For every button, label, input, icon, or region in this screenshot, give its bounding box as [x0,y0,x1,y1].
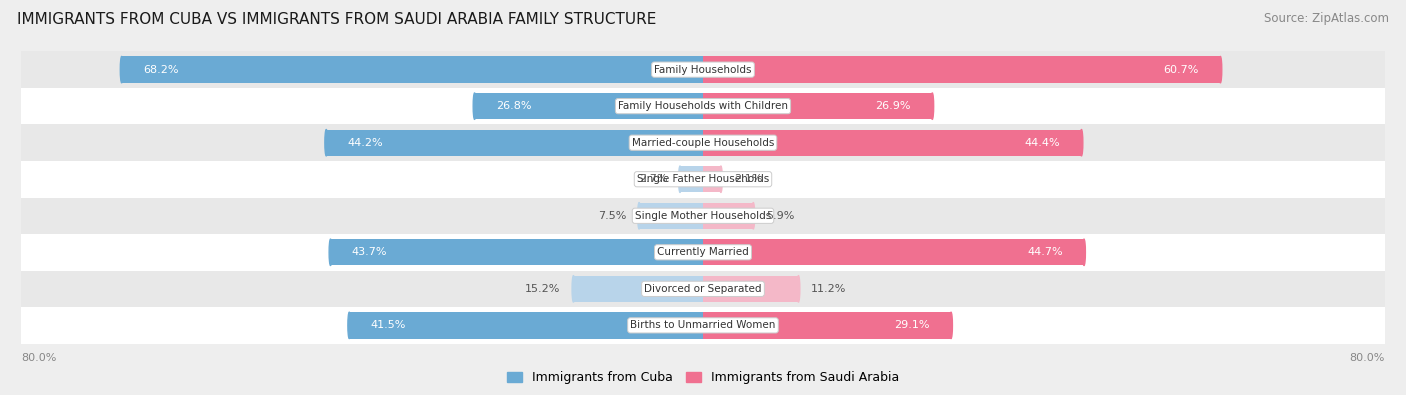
Bar [349,312,703,339]
Text: 5.9%: 5.9% [766,211,794,221]
Text: 44.7%: 44.7% [1026,247,1063,257]
Bar [703,166,721,192]
Ellipse shape [949,312,952,339]
Text: Single Mother Households: Single Mother Households [636,211,770,221]
Ellipse shape [347,312,350,339]
Ellipse shape [329,239,332,265]
Text: 43.7%: 43.7% [352,247,387,257]
Bar [574,276,703,302]
Ellipse shape [752,203,755,229]
Bar [122,56,703,83]
Ellipse shape [638,203,641,229]
Text: Currently Married: Currently Married [657,247,749,257]
Text: 80.0%: 80.0% [1350,352,1385,363]
Bar [703,130,1081,156]
Bar [703,93,932,119]
Text: Family Households: Family Households [654,65,752,75]
Bar [21,161,1385,198]
Bar [475,93,703,119]
Text: 2.1%: 2.1% [734,174,762,184]
Bar [21,271,1385,307]
Text: 68.2%: 68.2% [143,65,179,75]
Bar [703,203,754,229]
Text: Married-couple Households: Married-couple Households [631,138,775,148]
Bar [21,307,1385,344]
Bar [21,198,1385,234]
Text: 7.5%: 7.5% [598,211,626,221]
Bar [21,124,1385,161]
Text: 29.1%: 29.1% [894,320,929,330]
Ellipse shape [720,166,723,192]
Ellipse shape [474,93,477,119]
Ellipse shape [325,130,328,156]
Bar [326,130,703,156]
Ellipse shape [572,276,575,302]
Bar [21,234,1385,271]
Ellipse shape [1219,56,1222,83]
Text: 2.7%: 2.7% [638,174,668,184]
Bar [640,203,703,229]
Text: 60.7%: 60.7% [1164,65,1199,75]
Text: 80.0%: 80.0% [21,352,56,363]
Ellipse shape [121,56,124,83]
Bar [21,51,1385,88]
Text: 41.5%: 41.5% [371,320,406,330]
Text: 44.4%: 44.4% [1025,138,1060,148]
Bar [703,239,1084,265]
Text: Divorced or Separated: Divorced or Separated [644,284,762,294]
Bar [330,239,703,265]
Text: Family Households with Children: Family Households with Children [619,101,787,111]
Ellipse shape [931,93,934,119]
Text: 15.2%: 15.2% [526,284,561,294]
Ellipse shape [1083,239,1085,265]
Text: 26.9%: 26.9% [876,101,911,111]
Ellipse shape [797,276,800,302]
Text: Single Father Households: Single Father Households [637,174,769,184]
Ellipse shape [1080,130,1083,156]
Bar [703,56,1220,83]
Text: 44.2%: 44.2% [347,138,384,148]
Bar [703,276,799,302]
Text: 11.2%: 11.2% [811,284,846,294]
Bar [681,166,703,192]
Text: 26.8%: 26.8% [496,101,531,111]
Text: IMMIGRANTS FROM CUBA VS IMMIGRANTS FROM SAUDI ARABIA FAMILY STRUCTURE: IMMIGRANTS FROM CUBA VS IMMIGRANTS FROM … [17,12,657,27]
Text: Births to Unmarried Women: Births to Unmarried Women [630,320,776,330]
Text: Source: ZipAtlas.com: Source: ZipAtlas.com [1264,12,1389,25]
Bar [21,88,1385,124]
Bar [703,312,950,339]
Ellipse shape [679,166,682,192]
Legend: Immigrants from Cuba, Immigrants from Saudi Arabia: Immigrants from Cuba, Immigrants from Sa… [508,371,898,384]
